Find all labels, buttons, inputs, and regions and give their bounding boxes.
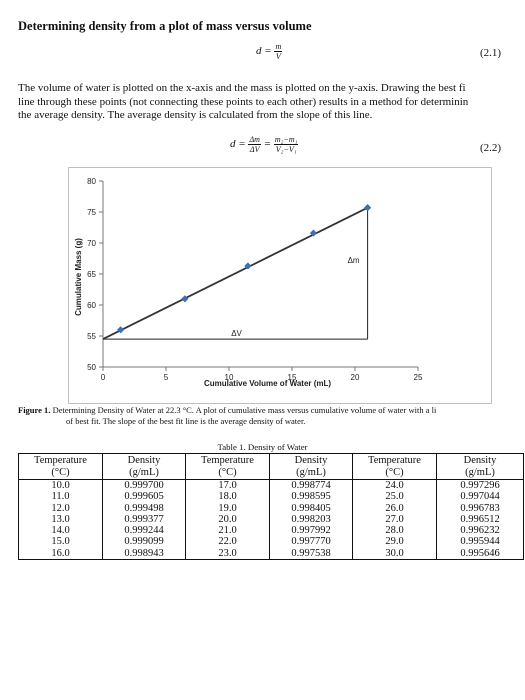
x-axis-label: Cumulative Volume of Water (mL) [204, 379, 331, 388]
header-temperature: Temperature (°C) [352, 453, 437, 480]
best-fit-line [102, 206, 369, 340]
equation-2-1: d = m V [256, 42, 283, 61]
y-tick-label: 65 [87, 270, 96, 279]
y-axis-label: Cumulative Mass (g) [74, 238, 83, 316]
y-tick-label: 75 [87, 208, 96, 217]
page-heading: Determining density from a plot of mass … [18, 19, 312, 33]
fraction-denominator: V [275, 52, 281, 61]
equation-number-2-2: (2.2) [480, 142, 502, 154]
density-table: Temperature (°C) Density (g/mL) Temperatur… [18, 453, 524, 561]
y-tick-label: 80 [87, 177, 96, 186]
temperature-column: 17.0 18.0 19.0 20.0 21.0 22.0 23.0 [185, 478, 270, 561]
table-header-row: Temperature (°C) Density (g/mL) Temperatur… [18, 453, 524, 480]
temperature-column: 24.0 25.0 26.0 27.0 28.0 29.0 30.0 [352, 478, 437, 561]
x-tick-label: 20 [351, 373, 360, 382]
delta-m-label: Δm [348, 256, 360, 265]
caption-text: Determining Density of Water at 22.3 °C.… [50, 405, 437, 415]
equation-lhs: d = [256, 45, 272, 58]
header-density: Density (g/mL) [102, 453, 186, 480]
equation-fraction: m₂−m₁ V₂−V₁ [273, 135, 299, 154]
body-paragraph: The volume of water is plotted on the x-… [18, 82, 525, 123]
x-tick-label: 5 [164, 373, 169, 382]
data-point [117, 326, 125, 334]
table-caption: Table 1. Density of Water [217, 442, 308, 452]
y-tick-label: 55 [87, 332, 96, 341]
equation-equals: = [263, 138, 272, 151]
paragraph-line: the average density. The average density… [18, 109, 373, 121]
header-temperature: Temperature (°C) [18, 453, 103, 480]
x-tick-label: 25 [414, 373, 423, 382]
equation-2-2: d = Δm ΔV = m₂−m₁ V₂−V₁ [230, 135, 299, 154]
header-density: Density (g/mL) [269, 453, 353, 480]
density-column: 0.999700 0.999605 0.999498 0.999377 0.999244… [102, 478, 186, 561]
table-body-row: 10.0 11.0 12.0 13.0 14.0 15.0 16.0 0.999700 0.9… [18, 478, 524, 561]
paragraph-line: line through these points (not connectin… [18, 95, 469, 108]
fraction-denominator: ΔV [249, 145, 260, 154]
x-tick-label: 10 [225, 373, 234, 382]
density-column: 0.998774 0.998595 0.998405 0.998203 0.997992… [269, 478, 353, 561]
fraction-denominator: V₂−V₁ [275, 145, 297, 154]
temperature-column: 10.0 11.0 12.0 13.0 14.0 15.0 16.0 [18, 478, 103, 561]
chart-frame: 50 55 60 65 70 75 80 0 5 10 15 20 25 Cumulative Volum… [68, 167, 492, 404]
equation-number-2-1: (2.1) [480, 47, 502, 59]
y-tick-label: 50 [87, 363, 96, 372]
caption-text-line2: of best fit. The slope of the best fit l… [66, 416, 306, 426]
density-chart: 50 55 60 65 70 75 80 0 5 10 15 20 25 Cumulative Volum… [74, 177, 423, 388]
density-column: 0.997296 0.997044 0.996783 0.996512 0.996232… [436, 478, 524, 561]
data-point [364, 204, 372, 212]
y-tick-label: 70 [87, 239, 96, 248]
figure-caption: Figure 1. Determining Density of Water a… [18, 405, 525, 427]
paragraph-line: The volume of water is plotted on the x-… [18, 82, 466, 94]
x-tick-label: 15 [288, 373, 297, 382]
equation-fraction: Δm ΔV [248, 135, 261, 154]
y-tick-label: 60 [87, 301, 96, 310]
caption-label: Figure 1. [18, 405, 51, 415]
delta-v-label: ΔV [231, 329, 242, 338]
equation-lhs: d = [230, 138, 246, 151]
data-point [181, 295, 189, 303]
header-density: Density (g/mL) [436, 453, 524, 480]
fraction-numerator: m₂−m₁ [273, 135, 299, 145]
header-temperature: Temperature (°C) [185, 453, 270, 480]
data-point [244, 262, 252, 270]
equation-fraction: m V [274, 42, 283, 61]
x-tick-label: 0 [101, 373, 106, 382]
fraction-numerator: Δm [248, 135, 261, 145]
fraction-numerator: m [274, 42, 283, 52]
